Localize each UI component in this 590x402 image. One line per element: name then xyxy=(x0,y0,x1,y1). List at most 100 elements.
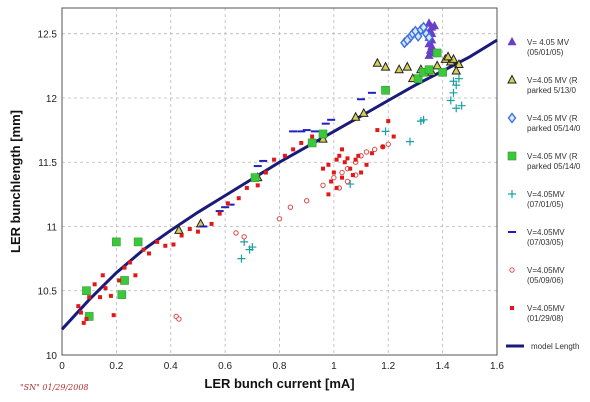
data-point xyxy=(237,254,246,263)
data-point xyxy=(195,229,200,234)
data-point xyxy=(209,221,214,226)
x-tick-label: 1.2 xyxy=(381,361,395,372)
data-point xyxy=(340,175,345,180)
data-point xyxy=(111,313,116,318)
y-axis-ticks: 10 10.5 11 11.5 12 12.5 xyxy=(38,30,58,362)
data-point xyxy=(84,317,89,322)
data-point xyxy=(457,101,466,110)
data-point xyxy=(353,157,358,162)
data-point xyxy=(174,224,184,234)
data-point xyxy=(371,146,378,153)
data-point xyxy=(127,260,132,265)
data-point xyxy=(276,216,283,222)
legend-label: (01/29/08) xyxy=(527,314,564,323)
data-point xyxy=(438,67,447,77)
y-tick-label: 10 xyxy=(46,351,58,362)
data-point xyxy=(79,310,84,315)
data-point xyxy=(386,119,391,124)
data-point xyxy=(117,290,127,299)
legend-label: parked 5/13/0 xyxy=(527,86,576,95)
data-point xyxy=(263,170,268,175)
data-point xyxy=(244,185,249,190)
data-point xyxy=(344,178,351,185)
data-point xyxy=(363,149,370,155)
series-5 xyxy=(237,74,466,263)
legend-label: parked 05/14/0 xyxy=(527,162,581,171)
data-point xyxy=(155,239,160,244)
data-point xyxy=(299,140,304,145)
data-point xyxy=(318,129,328,139)
data-point xyxy=(100,273,105,278)
data-point xyxy=(331,174,337,181)
legend-label: V=4.05MV xyxy=(527,304,565,313)
data-point xyxy=(446,96,455,105)
legend-entry: V=4.05MV(01/29/08) xyxy=(510,304,565,323)
data-point xyxy=(432,48,442,58)
data-point xyxy=(187,227,192,232)
data-point xyxy=(117,278,122,283)
data-point xyxy=(337,153,342,158)
data-point xyxy=(350,173,355,178)
data-point xyxy=(419,21,428,33)
legend-label: (07/03/05) xyxy=(527,238,564,247)
legend-marker xyxy=(507,112,517,124)
y-tick-label: 10.5 xyxy=(38,287,58,298)
data-point xyxy=(454,58,464,69)
legend-entry: model Length xyxy=(506,342,579,351)
y-tick-label: 11.5 xyxy=(38,158,57,169)
data-point xyxy=(424,31,434,44)
data-point xyxy=(369,151,374,156)
data-point xyxy=(380,61,391,71)
data-point xyxy=(233,230,239,236)
x-axis-ticks: 0 0.2 0.4 0.6 0.8 1 1.2 1.4 1.6 xyxy=(59,361,504,372)
data-point xyxy=(429,20,439,30)
data-point xyxy=(217,211,222,216)
x-tick-label: 0.8 xyxy=(273,361,287,372)
legend-label: V=4.05 MV (R xyxy=(527,114,578,123)
series-1 xyxy=(424,18,439,59)
data-point xyxy=(76,304,81,309)
data-point xyxy=(339,169,345,176)
data-point xyxy=(424,65,434,74)
data-point xyxy=(334,185,339,190)
model-length-curve xyxy=(60,38,498,331)
data-point xyxy=(248,243,257,252)
data-point xyxy=(381,127,390,136)
data-point xyxy=(84,312,94,321)
data-point xyxy=(282,153,287,158)
data-point xyxy=(92,282,97,287)
legend-marker xyxy=(507,151,517,161)
data-points-layer xyxy=(76,18,466,325)
data-point xyxy=(406,137,414,146)
data-point xyxy=(320,182,326,189)
legend-entry: V=4.05MV(07/01/05) xyxy=(508,190,565,209)
data-point xyxy=(326,192,331,197)
x-tick-label: 1 xyxy=(331,361,337,372)
data-point xyxy=(287,204,294,210)
series-4 xyxy=(82,48,447,321)
data-point xyxy=(419,115,428,124)
data-point xyxy=(443,51,453,61)
data-point xyxy=(241,234,247,240)
data-point xyxy=(356,153,361,158)
data-point xyxy=(449,88,458,97)
legend-label: V=4.05 MV (R xyxy=(527,76,578,85)
data-point xyxy=(402,61,413,71)
legend-marker xyxy=(507,74,517,84)
x-tick-label: 0.4 xyxy=(164,361,178,372)
legend-label: V= 4.05 MV xyxy=(527,38,570,47)
data-point xyxy=(391,134,396,139)
data-point xyxy=(122,265,127,270)
plot-grid xyxy=(62,8,497,355)
data-point xyxy=(307,138,317,148)
data-point xyxy=(375,128,380,133)
data-point xyxy=(120,276,129,285)
data-point xyxy=(342,160,347,165)
y-tick-label: 12 xyxy=(46,94,58,105)
data-point xyxy=(303,198,310,204)
